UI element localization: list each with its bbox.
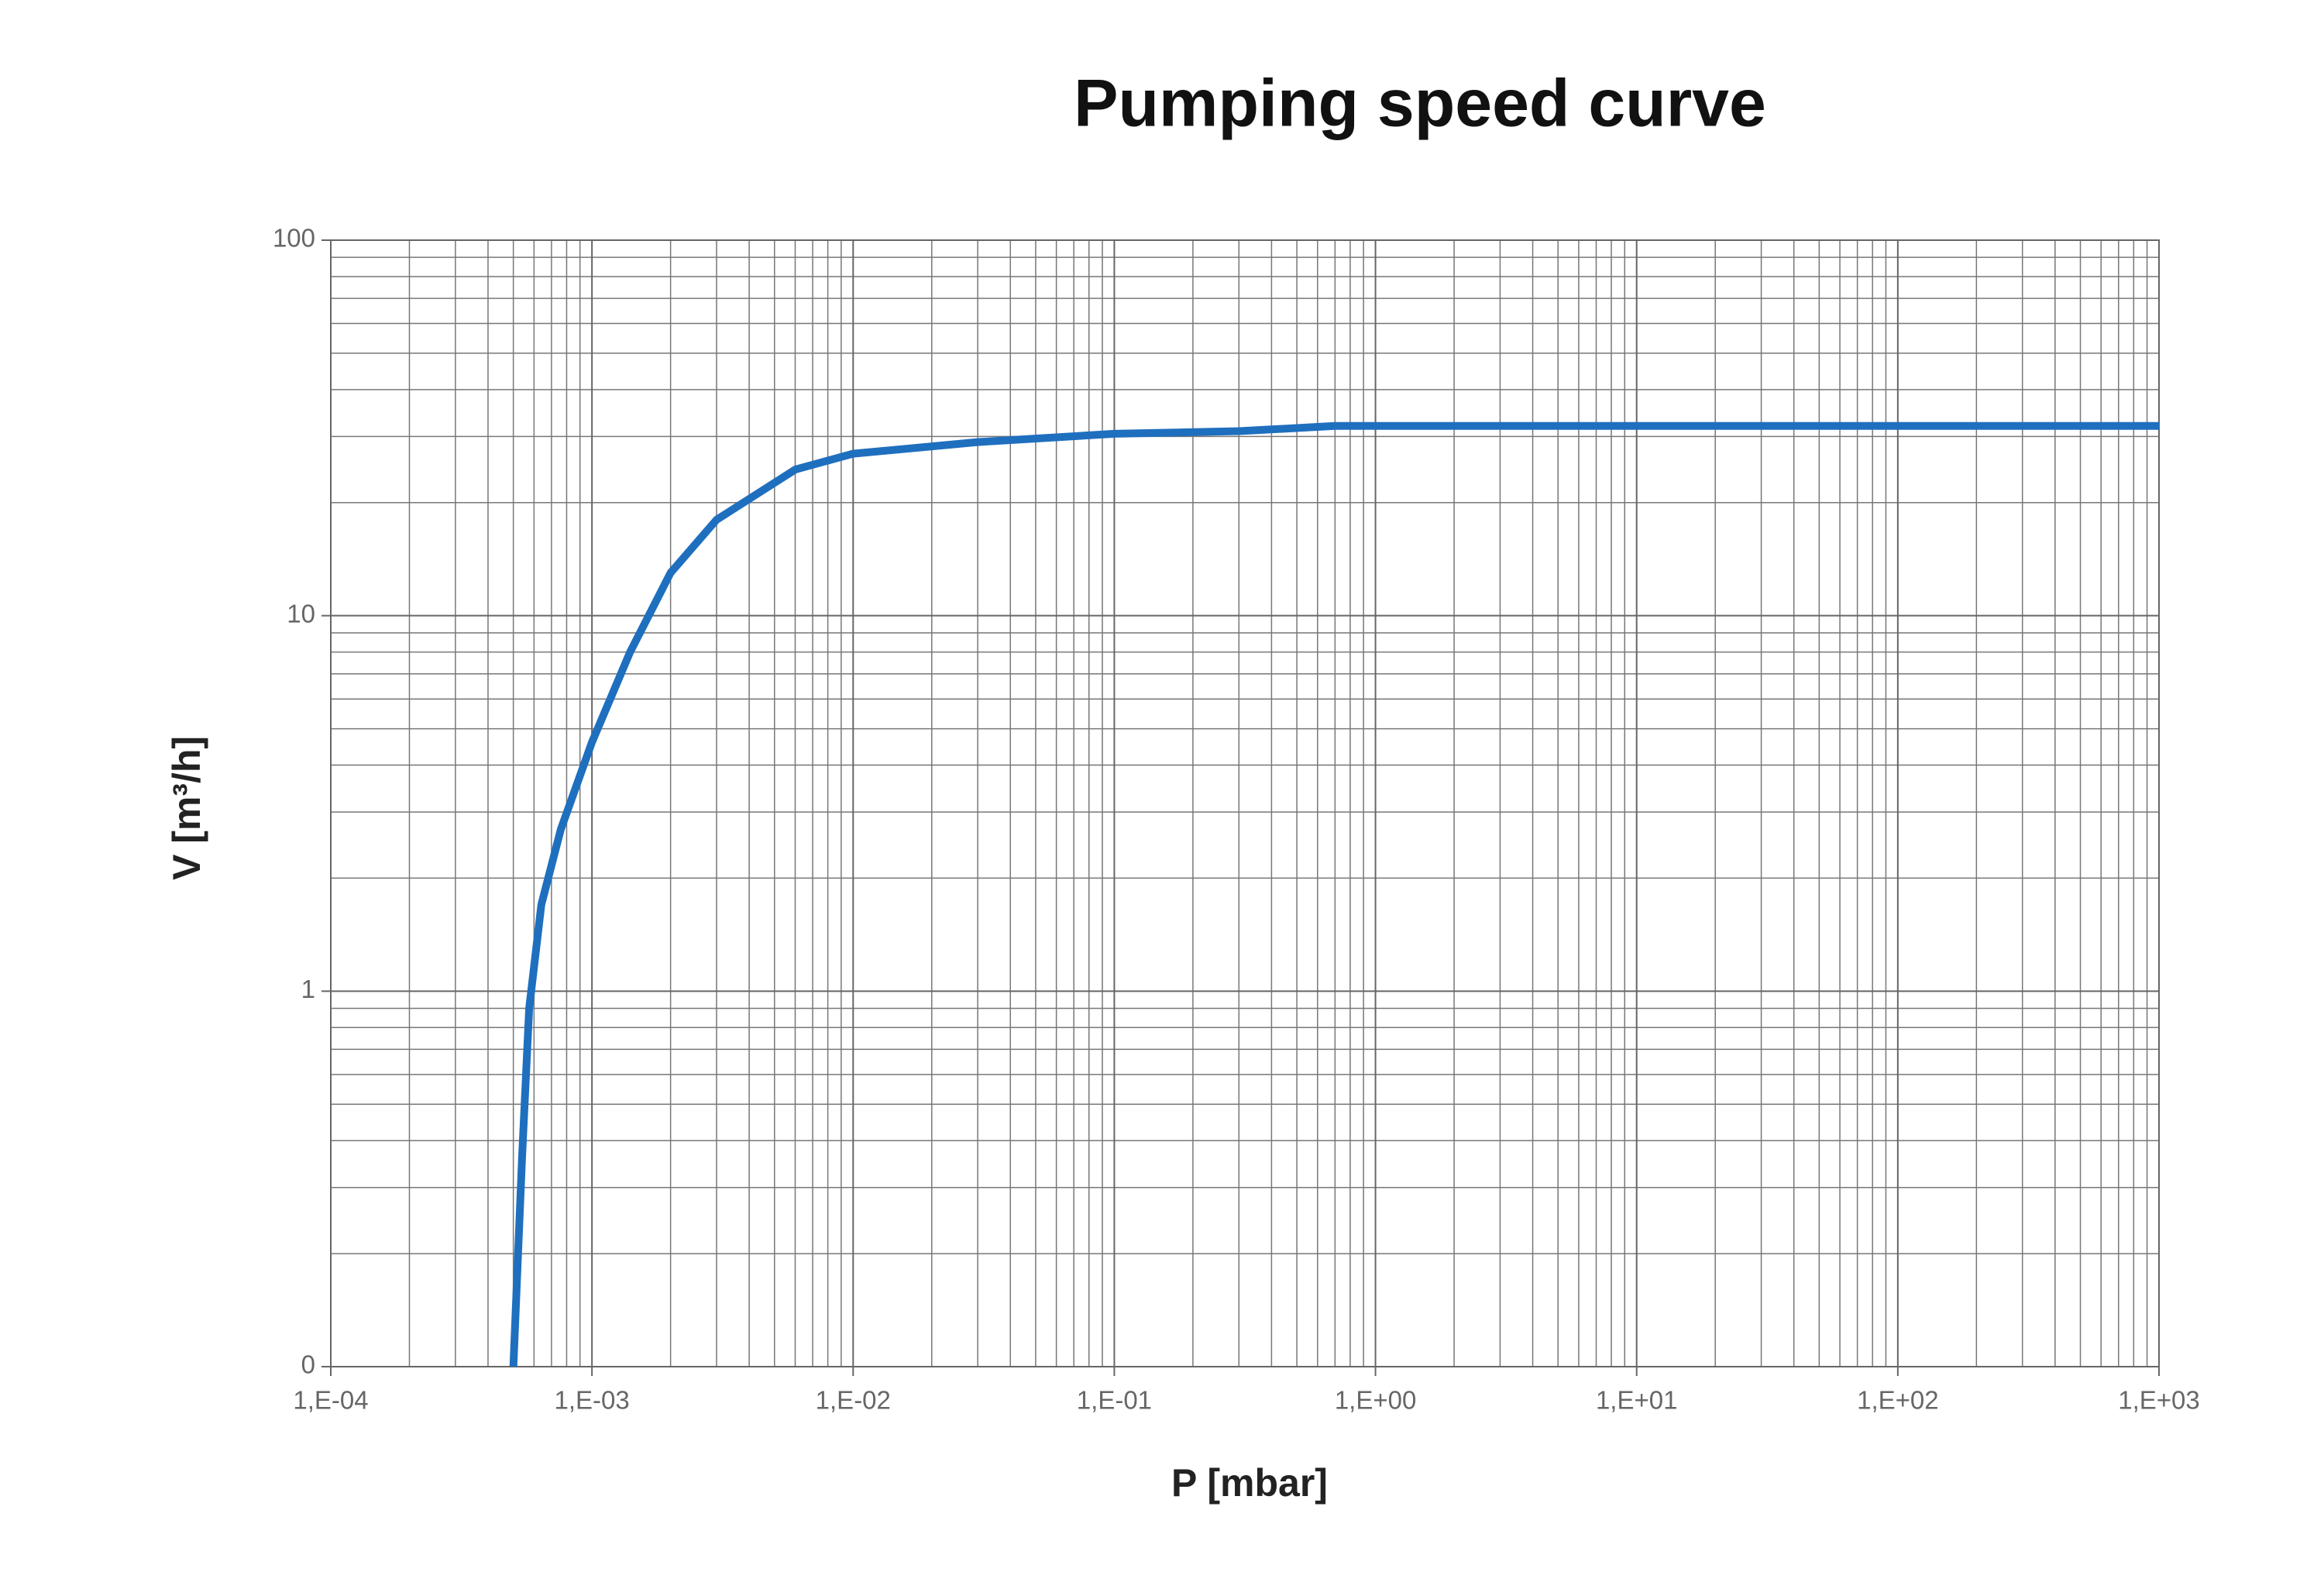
x-axis-label: P [mbar] bbox=[1171, 1461, 1328, 1505]
x-tick-label: 1,E+02 bbox=[1857, 1386, 1939, 1415]
x-tick-label: 1,E+00 bbox=[1335, 1386, 1417, 1415]
x-tick-label: 1,E-01 bbox=[1077, 1386, 1152, 1415]
x-tick-label: 1,E+03 bbox=[2118, 1386, 2200, 1415]
y-tick-label: 10 bbox=[287, 599, 315, 628]
x-tick-label: 1,E-03 bbox=[555, 1386, 630, 1415]
y-tick-label: 100 bbox=[273, 224, 315, 253]
y-axis-label: V [m³/h] bbox=[165, 736, 208, 880]
data-line bbox=[509, 421, 2159, 1367]
x-tick-label: 1,E-04 bbox=[293, 1386, 368, 1415]
y-tick-label: 0 bbox=[301, 1350, 315, 1379]
y-tick-label: 1 bbox=[301, 975, 315, 1003]
x-tick-label: 1,E+01 bbox=[1596, 1386, 1678, 1415]
chart-title: Pumping speed curve bbox=[1074, 67, 1766, 141]
plot-frame bbox=[330, 239, 2160, 1367]
x-tick-label: 1,E-02 bbox=[816, 1386, 891, 1415]
